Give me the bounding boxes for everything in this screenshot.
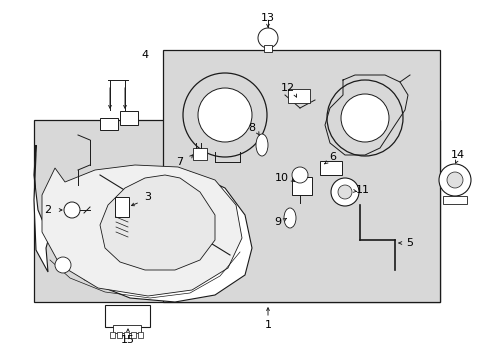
Circle shape [330,178,358,206]
Circle shape [198,88,251,142]
Bar [113,325,141,333]
Polygon shape [42,165,242,296]
Bar [264,45,271,52]
Bar [287,89,309,103]
Polygon shape [100,175,215,270]
Bar [124,332,129,338]
Circle shape [326,80,402,156]
Circle shape [340,94,388,142]
Circle shape [291,167,307,183]
Bar [34,120,439,302]
Bar [163,50,439,302]
Bar [115,197,129,217]
Circle shape [183,73,266,157]
Bar [291,177,311,195]
Bar [120,111,138,125]
Text: 3: 3 [144,192,151,202]
Circle shape [258,28,278,48]
Text: 15: 15 [121,335,135,345]
Bar [193,148,206,160]
Bar [110,332,115,338]
Text: 2: 2 [44,205,51,215]
Text: 4: 4 [141,50,148,60]
Text: 11: 11 [355,185,369,195]
Text: 10: 10 [274,173,288,183]
Ellipse shape [256,134,267,156]
Text: 14: 14 [450,150,464,160]
Ellipse shape [284,208,295,228]
Text: 6: 6 [329,152,336,162]
Polygon shape [34,145,251,302]
Circle shape [337,185,351,199]
Circle shape [438,164,470,196]
Bar [105,305,150,327]
Text: 9: 9 [274,217,281,227]
Bar [138,332,142,338]
Circle shape [446,172,462,188]
Circle shape [64,202,80,218]
Circle shape [55,257,71,273]
Bar [319,161,341,175]
Text: 1: 1 [264,320,271,330]
Bar [442,196,466,204]
Text: 13: 13 [261,13,274,23]
Text: 12: 12 [281,83,294,93]
Bar [131,332,136,338]
Text: 5: 5 [406,238,413,248]
Bar [117,332,122,338]
Text: 7: 7 [176,157,183,167]
Text: 8: 8 [248,123,255,133]
Bar [100,118,118,130]
